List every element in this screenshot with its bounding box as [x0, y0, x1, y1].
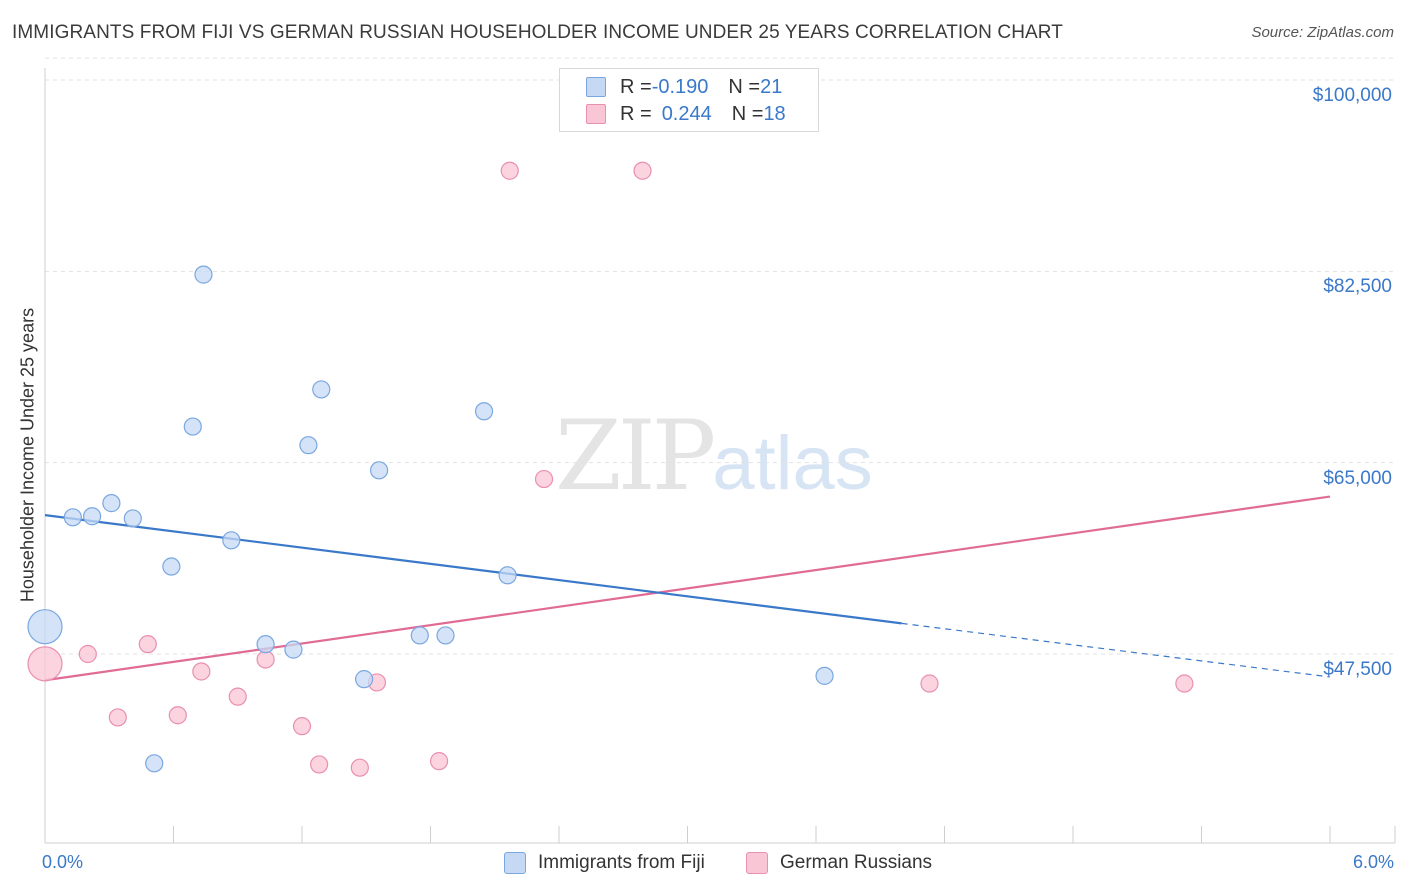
- point-fiji: [63, 508, 82, 527]
- point-fiji: [162, 557, 181, 576]
- point-german-russians: [78, 644, 97, 664]
- point-german-russians: [500, 161, 519, 180]
- point-german-russians: [27, 646, 63, 682]
- series-swatch-fiji: [504, 852, 526, 874]
- legend-r-label: R =: [620, 102, 652, 125]
- series-legend-fiji[interactable]: Immigrants from Fiji: [504, 852, 705, 874]
- legend-swatch-german: [586, 104, 606, 124]
- legend-n-value: 18: [763, 102, 786, 125]
- legend-row-fiji: R = -0.190 N = 21: [586, 74, 782, 100]
- point-fiji: [183, 417, 202, 436]
- point-fiji: [256, 635, 275, 654]
- y-tick-label-65000: $65,000: [1323, 467, 1392, 489]
- point-fiji: [123, 509, 142, 528]
- point-fiji: [194, 265, 213, 284]
- series-label-fiji: Immigrants from Fiji: [538, 852, 705, 873]
- point-fiji: [222, 531, 241, 550]
- point-fiji: [312, 380, 331, 399]
- point-fiji: [815, 666, 834, 685]
- legend-r-label: R =: [620, 75, 652, 98]
- chart-title: IMMIGRANTS FROM FIJI VS GERMAN RUSSIAN H…: [12, 22, 1063, 43]
- point-german-russians: [228, 687, 247, 706]
- point-fiji: [299, 436, 318, 455]
- point-german-russians: [1175, 674, 1194, 693]
- source-label: Source: ZipAtlas.com: [1251, 24, 1394, 41]
- point-german-russians: [633, 161, 652, 180]
- series-swatch-german: [746, 852, 768, 874]
- legend-row-german: R = 0.244 N = 18: [586, 101, 786, 127]
- legend-r-value: -0.190: [651, 75, 709, 98]
- point-german-russians: [920, 674, 939, 693]
- series-legend-german[interactable]: German Russians: [746, 852, 932, 874]
- watermark: ZIPatlas: [555, 400, 873, 512]
- point-german-russians: [192, 662, 211, 681]
- point-fiji: [474, 402, 494, 421]
- point-german-russians: [310, 755, 329, 774]
- x-tick-label-min: 0.0%: [42, 852, 84, 872]
- x-tick-label-max: 6.0%: [1352, 852, 1394, 872]
- trendline-fiji-extension: [901, 622, 1331, 678]
- y-axis-title: Householder Income Under 25 years: [17, 307, 38, 603]
- point-german-russians: [168, 706, 187, 725]
- legend-n-label: N =: [731, 102, 764, 125]
- point-german-russians: [138, 635, 157, 654]
- legend-n-label: N =: [728, 75, 761, 98]
- point-german-russians: [429, 752, 449, 771]
- legend-swatch-fiji: [586, 77, 606, 97]
- point-fiji: [102, 494, 121, 513]
- point-fiji: [284, 640, 303, 659]
- stats-legend: R = -0.190 N = 21 R = 0.244 N = 18: [559, 68, 819, 132]
- watermark-zip: ZIP: [555, 400, 716, 512]
- point-fiji: [27, 609, 63, 645]
- point-fiji: [145, 754, 164, 773]
- point-fiji: [410, 626, 429, 645]
- point-german-russians: [108, 708, 127, 727]
- point-german-russians: [292, 717, 312, 736]
- point-fiji: [498, 566, 517, 585]
- series-label-german: German Russians: [780, 852, 933, 873]
- point-german-russians: [534, 469, 554, 489]
- point-german-russians: [350, 758, 369, 777]
- point-fiji: [355, 670, 374, 689]
- watermark-atlas: atlas: [712, 421, 873, 506]
- legend-n-value: 21: [760, 75, 783, 98]
- trendline-german-russians: [44, 495, 1331, 682]
- point-german-russians: [256, 650, 275, 669]
- trendline-fiji: [44, 514, 902, 625]
- point-fiji: [436, 626, 455, 645]
- y-tick-label-47500: $47,500: [1323, 659, 1392, 680]
- legend-r-value: 0.244: [661, 102, 712, 125]
- y-tick-label-100000: $100,000: [1312, 85, 1392, 106]
- y-tick-label-82500: $82,500: [1323, 276, 1392, 298]
- point-fiji: [83, 507, 102, 526]
- point-fiji: [370, 461, 389, 480]
